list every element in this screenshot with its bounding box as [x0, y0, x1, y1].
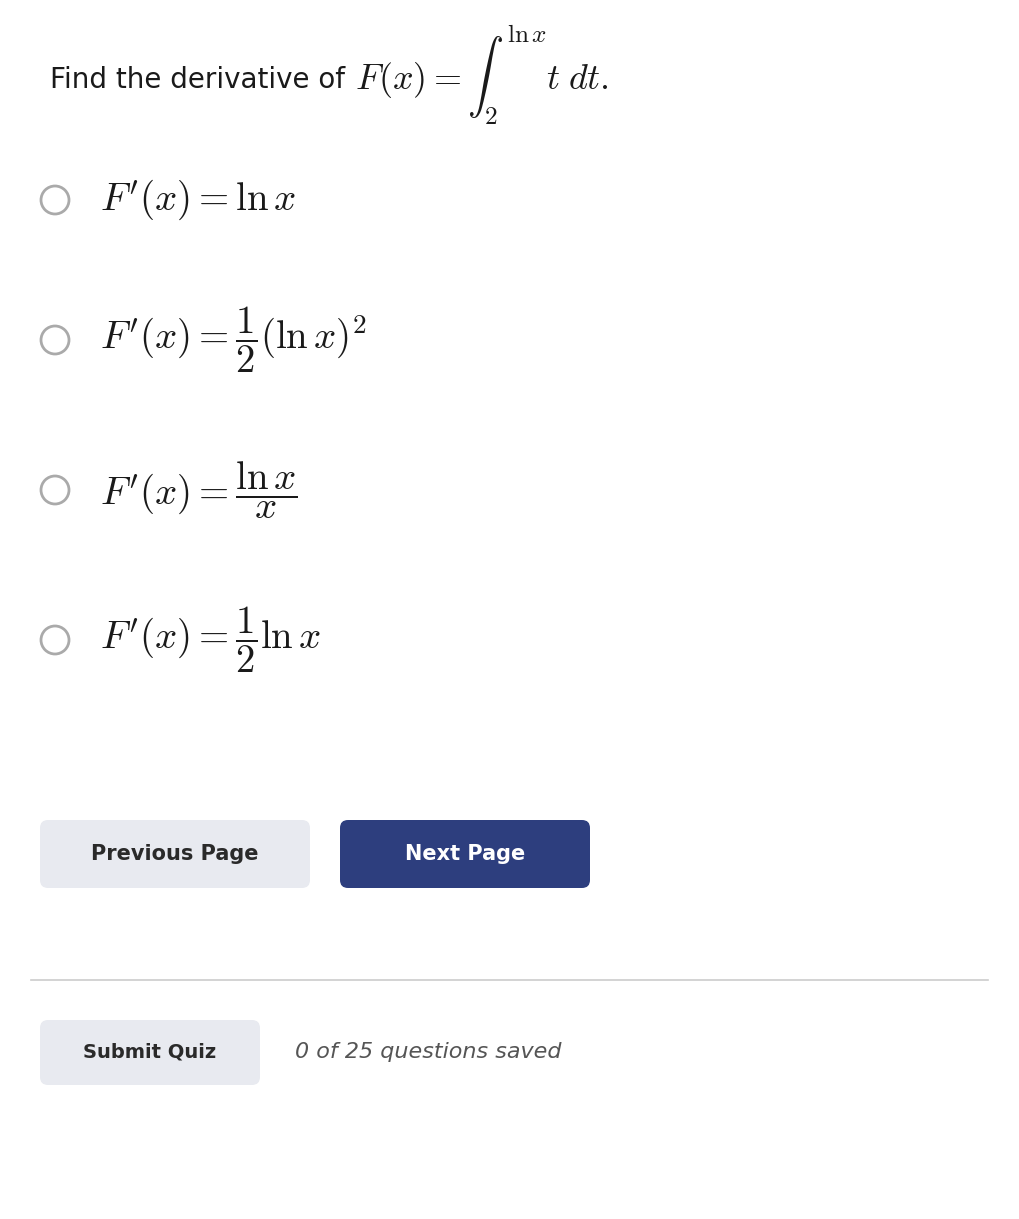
FancyBboxPatch shape [340, 820, 590, 887]
Text: Previous Page: Previous Page [92, 844, 259, 864]
Text: Find the derivative of: Find the derivative of [50, 66, 354, 94]
Text: $F'(x) = \dfrac{\ln x}{x}$: $F'(x) = \dfrac{\ln x}{x}$ [100, 460, 298, 521]
Text: $F'(x) = \dfrac{1}{2}\ln x$: $F'(x) = \dfrac{1}{2}\ln x$ [100, 605, 321, 675]
Text: 0 of 25 questions saved: 0 of 25 questions saved [294, 1042, 561, 1063]
FancyBboxPatch shape [40, 1020, 260, 1085]
FancyBboxPatch shape [40, 820, 310, 887]
Text: $F(x) = \int_2^{\ln x} t\; dt.$: $F(x) = \int_2^{\ln x} t\; dt.$ [355, 23, 609, 127]
Text: $F'(x) = \ln x$: $F'(x) = \ln x$ [100, 178, 297, 222]
Text: $F'(x) = \dfrac{1}{2}(\ln x)^2$: $F'(x) = \dfrac{1}{2}(\ln x)^2$ [100, 305, 367, 375]
Text: Submit Quiz: Submit Quiz [84, 1043, 217, 1062]
Text: Next Page: Next Page [405, 844, 525, 864]
